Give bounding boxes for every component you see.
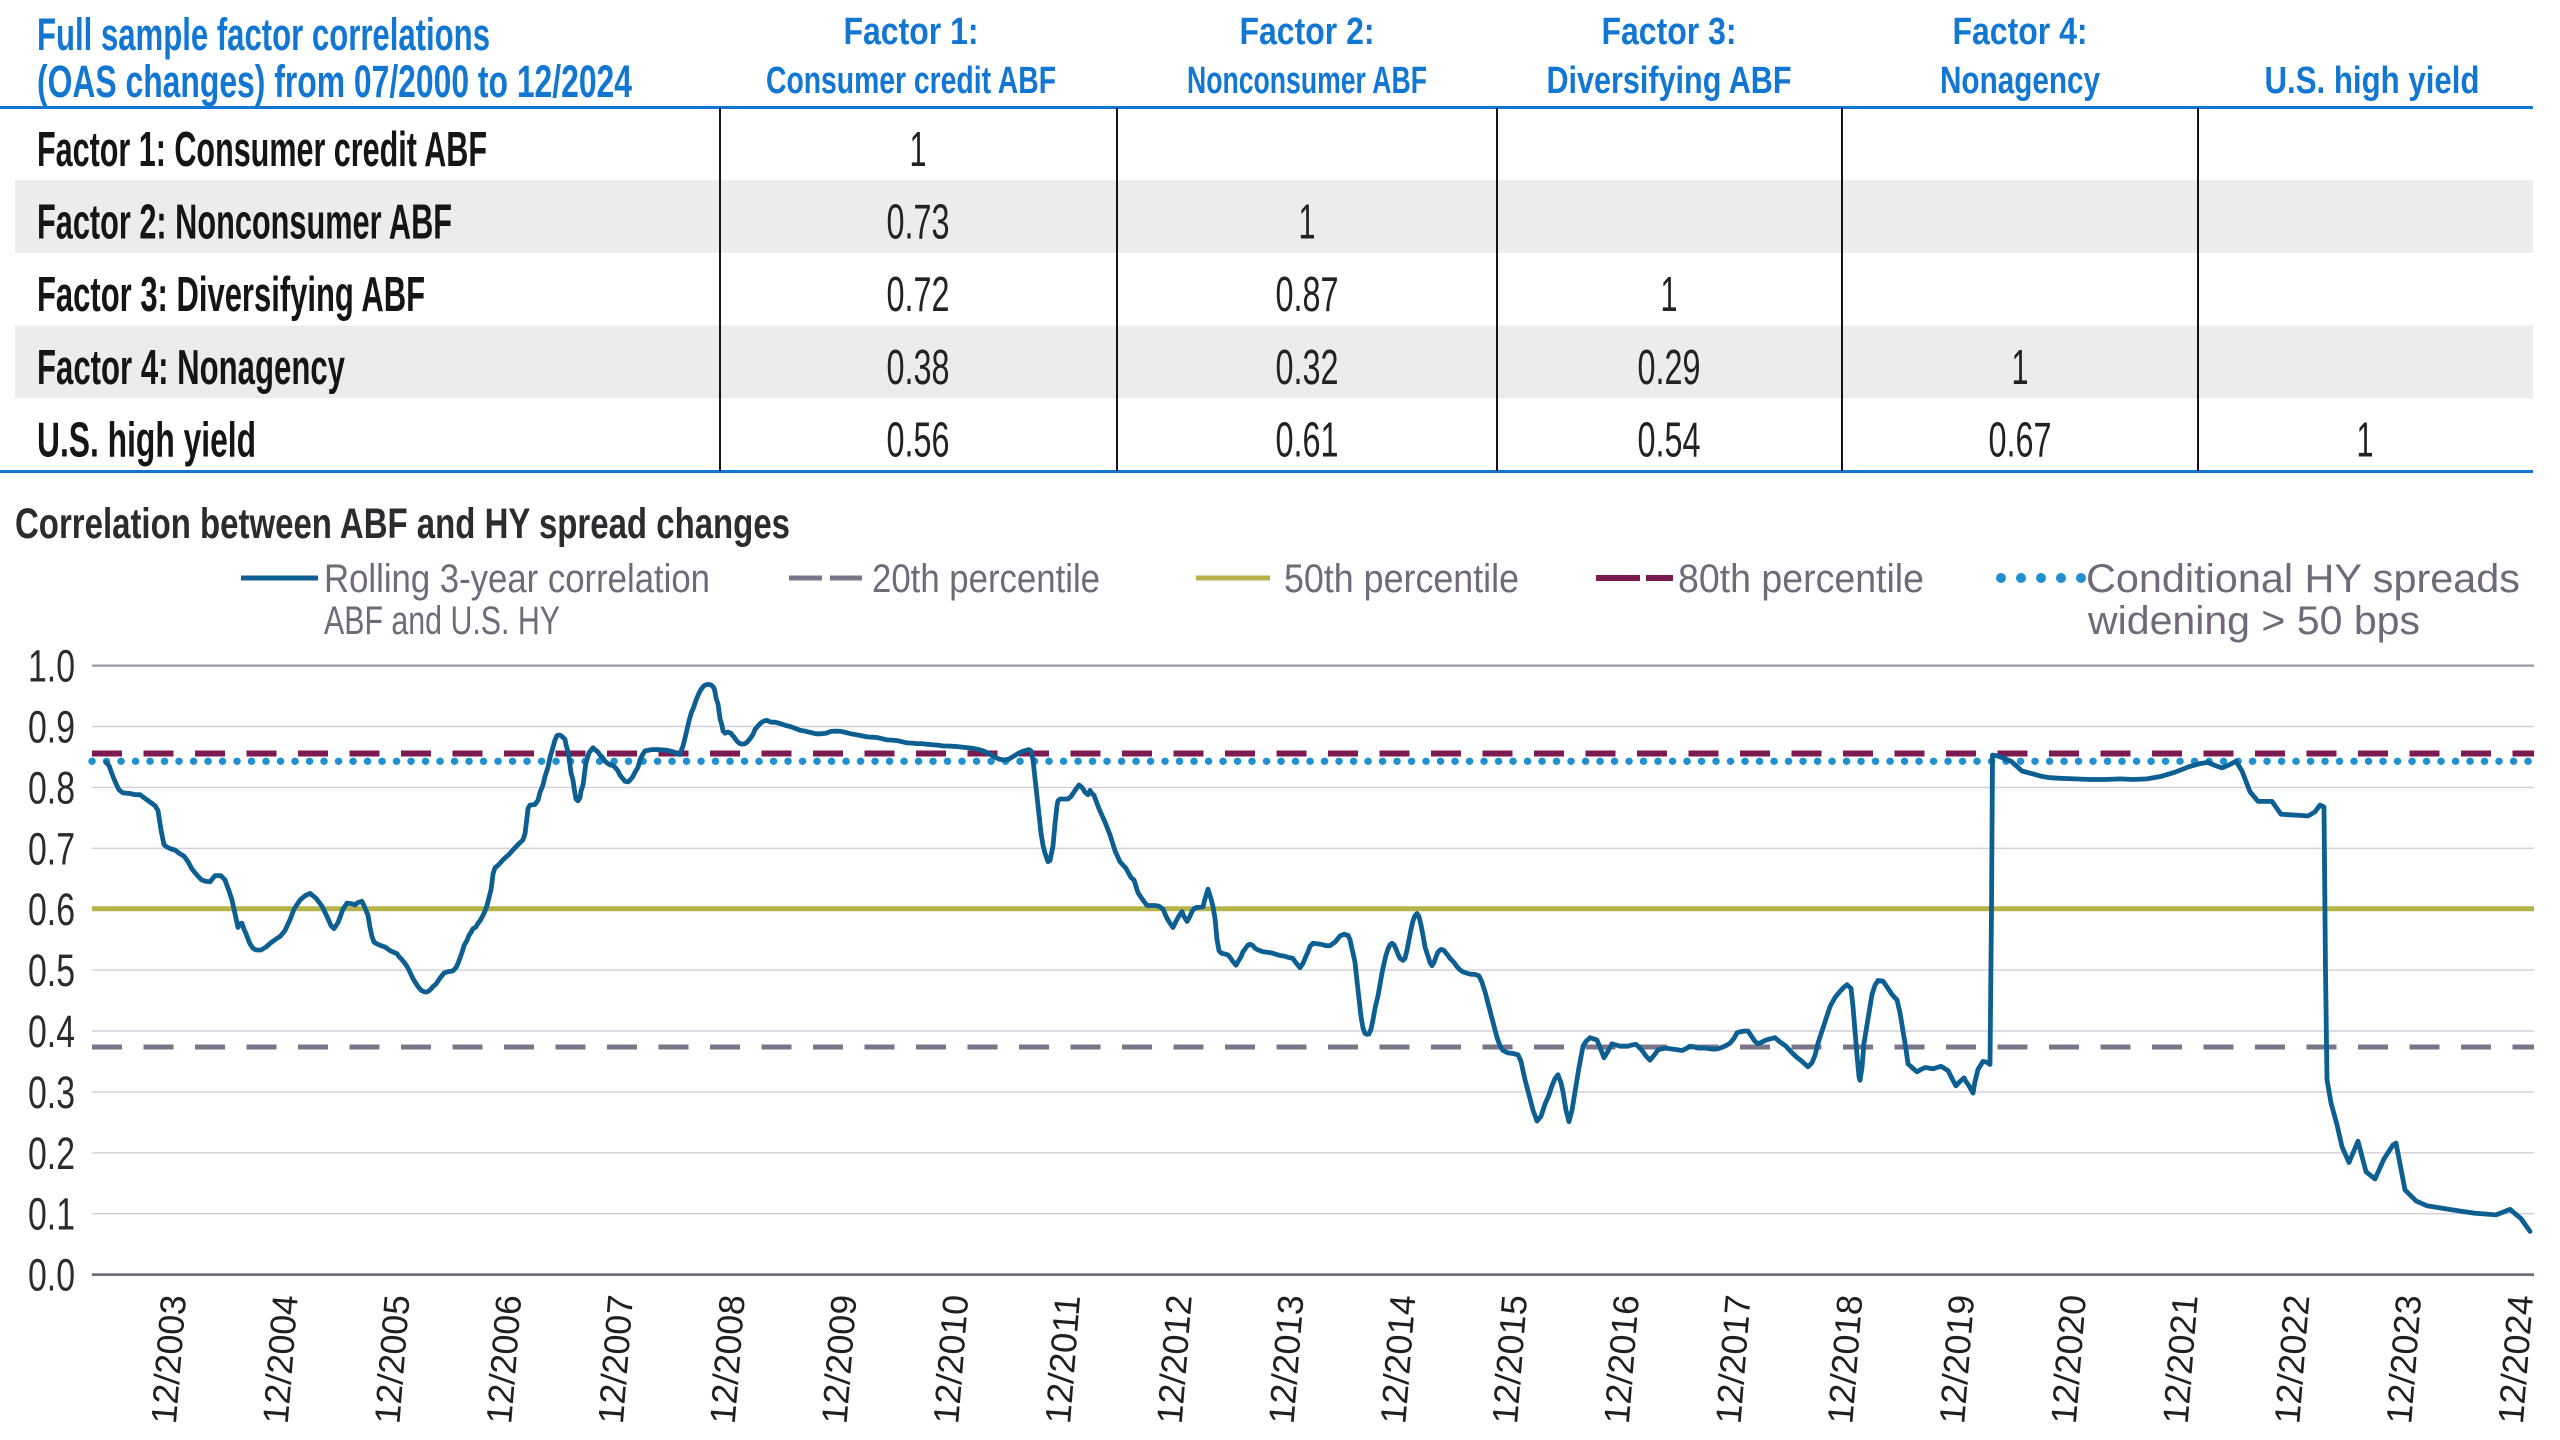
svg-text:0.1: 0.1 xyxy=(28,1189,75,1240)
svg-text:1: 1 xyxy=(910,123,927,177)
svg-text:Factor 3:: Factor 3: xyxy=(1602,11,1737,53)
svg-text:1: 1 xyxy=(2357,414,2374,468)
svg-text:Factor 3: Diversifying ABF: Factor 3: Diversifying ABF xyxy=(37,268,425,322)
svg-text:0.73: 0.73 xyxy=(887,196,950,250)
svg-text:Diversifying ABF: Diversifying ABF xyxy=(1547,60,1792,102)
svg-text:Factor 1:: Factor 1: xyxy=(844,11,979,53)
svg-text:0.54: 0.54 xyxy=(1638,414,1701,468)
svg-text:12/2020: 12/2020 xyxy=(2043,1293,2094,1425)
svg-text:Rolling 3-year correlation: Rolling 3-year correlation xyxy=(324,557,710,601)
svg-text:12/2022: 12/2022 xyxy=(2266,1293,2317,1425)
svg-text:Full sample factor correlation: Full sample factor correlations xyxy=(37,9,490,60)
svg-text:0.4: 0.4 xyxy=(28,1006,75,1057)
svg-text:widening > 50 bps: widening > 50 bps xyxy=(2087,599,2420,643)
svg-text:Consumer credit ABF: Consumer credit ABF xyxy=(766,60,1056,102)
svg-text:12/2013: 12/2013 xyxy=(1261,1293,1312,1425)
svg-text:0.32: 0.32 xyxy=(1276,341,1339,395)
svg-text:Factor 4: Nonagency: Factor 4: Nonagency xyxy=(37,341,345,395)
svg-text:12/2003: 12/2003 xyxy=(143,1293,194,1425)
svg-text:12/2004: 12/2004 xyxy=(255,1293,306,1425)
svg-text:0.29: 0.29 xyxy=(1638,341,1701,395)
svg-text:12/2009: 12/2009 xyxy=(814,1293,865,1425)
svg-text:U.S. high yield: U.S. high yield xyxy=(2265,60,2480,102)
svg-text:0.38: 0.38 xyxy=(887,341,950,395)
svg-text:50th percentile: 50th percentile xyxy=(1284,557,1519,601)
svg-text:20th percentile: 20th percentile xyxy=(872,557,1100,601)
svg-text:0.2: 0.2 xyxy=(28,1128,75,1179)
svg-text:0.7: 0.7 xyxy=(28,823,75,874)
svg-text:1: 1 xyxy=(1299,196,1316,250)
svg-text:0.56: 0.56 xyxy=(887,414,950,468)
svg-text:12/2010: 12/2010 xyxy=(925,1293,976,1425)
svg-text:80th percentile: 80th percentile xyxy=(1678,557,1924,601)
svg-text:12/2012: 12/2012 xyxy=(1149,1293,1200,1425)
svg-text:Factor 4:: Factor 4: xyxy=(1953,11,2088,53)
svg-text:0.6: 0.6 xyxy=(28,884,75,935)
svg-text:1.0: 1.0 xyxy=(28,641,75,692)
svg-text:Nonagency: Nonagency xyxy=(1940,60,2100,102)
svg-text:12/2023: 12/2023 xyxy=(2378,1293,2429,1425)
svg-text:Conditional HY spreads: Conditional HY spreads xyxy=(2086,557,2520,601)
svg-text:12/2021: 12/2021 xyxy=(2155,1293,2206,1425)
svg-text:12/2024: 12/2024 xyxy=(2490,1293,2541,1425)
svg-text:0.3: 0.3 xyxy=(28,1067,75,1118)
svg-text:12/2008: 12/2008 xyxy=(702,1293,753,1425)
svg-text:12/2014: 12/2014 xyxy=(1372,1293,1423,1425)
svg-text:0.72: 0.72 xyxy=(887,268,950,322)
svg-text:0.87: 0.87 xyxy=(1276,268,1339,322)
svg-text:0.9: 0.9 xyxy=(28,702,75,753)
svg-text:0.0: 0.0 xyxy=(28,1250,75,1301)
svg-text:12/2017: 12/2017 xyxy=(1708,1293,1759,1425)
svg-text:U.S. high yield: U.S. high yield xyxy=(37,414,256,468)
svg-text:12/2006: 12/2006 xyxy=(478,1293,529,1425)
svg-text:Factor 1: Consumer credit ABF: Factor 1: Consumer credit ABF xyxy=(37,123,487,177)
svg-text:0.61: 0.61 xyxy=(1276,414,1339,468)
svg-text:1: 1 xyxy=(2012,341,2029,395)
svg-text:ABF and U.S. HY: ABF and U.S. HY xyxy=(324,599,560,643)
svg-text:1: 1 xyxy=(1661,268,1678,322)
svg-text:0.5: 0.5 xyxy=(28,945,75,996)
svg-text:12/2015: 12/2015 xyxy=(1484,1293,1535,1425)
svg-text:0.8: 0.8 xyxy=(28,762,75,813)
svg-text:12/2016: 12/2016 xyxy=(1596,1293,1647,1425)
svg-text:Factor 2: Nonconsumer ABF: Factor 2: Nonconsumer ABF xyxy=(37,196,452,250)
svg-text:12/2018: 12/2018 xyxy=(1819,1293,1870,1425)
svg-text:12/2019: 12/2019 xyxy=(1931,1293,1982,1425)
svg-text:Correlation between ABF and HY: Correlation between ABF and HY spread ch… xyxy=(15,500,790,548)
svg-text:12/2005: 12/2005 xyxy=(366,1293,417,1425)
svg-text:12/2007: 12/2007 xyxy=(590,1293,641,1425)
svg-text:(OAS changes) from 07/2000 to: (OAS changes) from 07/2000 to 12/2024 xyxy=(37,56,632,107)
svg-text:0.67: 0.67 xyxy=(1989,414,2052,468)
svg-text:Factor 2:: Factor 2: xyxy=(1240,11,1375,53)
svg-text:Nonconsumer ABF: Nonconsumer ABF xyxy=(1187,60,1427,102)
svg-text:12/2011: 12/2011 xyxy=(1037,1293,1088,1425)
